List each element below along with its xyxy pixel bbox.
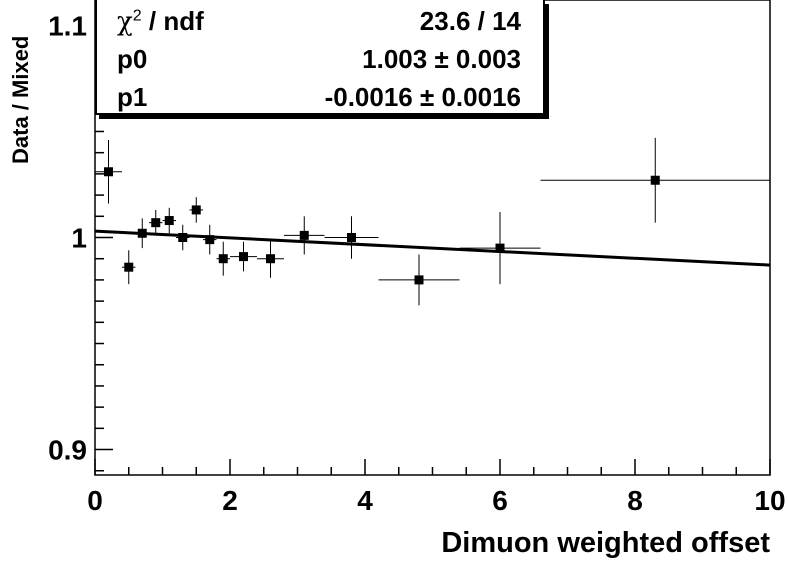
x-tick-label: 6: [492, 485, 508, 516]
x-tick-label: 2: [222, 485, 238, 516]
point-marker: [650, 175, 660, 185]
data-point: [216, 241, 230, 276]
stat-value-p1: -0.0016 ± 0.0016: [324, 82, 521, 112]
data-point: [189, 197, 203, 223]
data-point: [230, 241, 257, 272]
data-point: [203, 224, 217, 255]
point-marker: [347, 233, 356, 242]
y-tick-label: 1: [71, 223, 87, 254]
y-axis-label: Data / Mixed: [8, 36, 33, 164]
data-point: [459, 212, 541, 285]
data-point: [540, 137, 770, 223]
data-point: [122, 250, 136, 285]
data-point: [176, 224, 190, 251]
point-marker: [299, 230, 309, 240]
point-marker: [239, 252, 248, 262]
x-axis-label: Dimuon weighted offset: [441, 527, 770, 559]
stat-row-p1: p1 -0.0016 ± 0.0016: [97, 82, 543, 116]
data-point: [324, 216, 379, 259]
point-marker: [124, 262, 134, 272]
x-tick-label: 4: [357, 485, 373, 516]
stat-value-p0: 1.003 ± 0.003: [362, 44, 521, 74]
fit-line: [94, 229, 771, 267]
point-marker: [104, 167, 113, 177]
fit-stats-box: χ2 / ndf 23.6 / 14 p0 1.003 ± 0.003 p1 -…: [95, 0, 545, 115]
y-tick-label: 0.9: [48, 435, 87, 466]
point-marker: [266, 254, 275, 264]
point-marker: [218, 254, 228, 264]
chi-symbol: χ: [117, 7, 133, 37]
y-tick-label: 1.1: [48, 10, 87, 41]
data-point: [284, 216, 325, 255]
point-marker: [178, 233, 188, 242]
point-marker: [414, 275, 424, 285]
data-point: [257, 239, 284, 278]
stat-name-p1: p1: [117, 82, 148, 112]
stat-row-p0: p0 1.003 ± 0.003: [97, 44, 543, 78]
data-point: [162, 207, 176, 234]
x-tick-label: 0: [87, 485, 103, 516]
x-tick-label: 10: [754, 485, 785, 516]
chi-ndf-label: / ndf: [141, 6, 204, 36]
data-marks: [95, 137, 770, 306]
stat-name-chi2: χ2 / ndf: [117, 6, 204, 37]
stat-name-p0: p0: [117, 44, 148, 74]
x-tick-label: 8: [627, 485, 643, 516]
chi-superscript: 2: [132, 7, 142, 25]
axes: 0 2 4 6 8 10 0.9 1 1.1: [48, 3, 786, 516]
point-marker: [495, 243, 505, 253]
data-point: [95, 139, 122, 204]
stat-row-chi2: χ2 / ndf 23.6 / 14: [97, 6, 543, 40]
point-marker: [205, 235, 215, 245]
data-point: [378, 254, 460, 306]
point-marker: [191, 205, 201, 215]
data-point: [149, 209, 163, 236]
point-marker: [164, 216, 174, 226]
point-marker: [151, 218, 161, 228]
stat-value-chi2: 23.6 / 14: [419, 6, 521, 36]
